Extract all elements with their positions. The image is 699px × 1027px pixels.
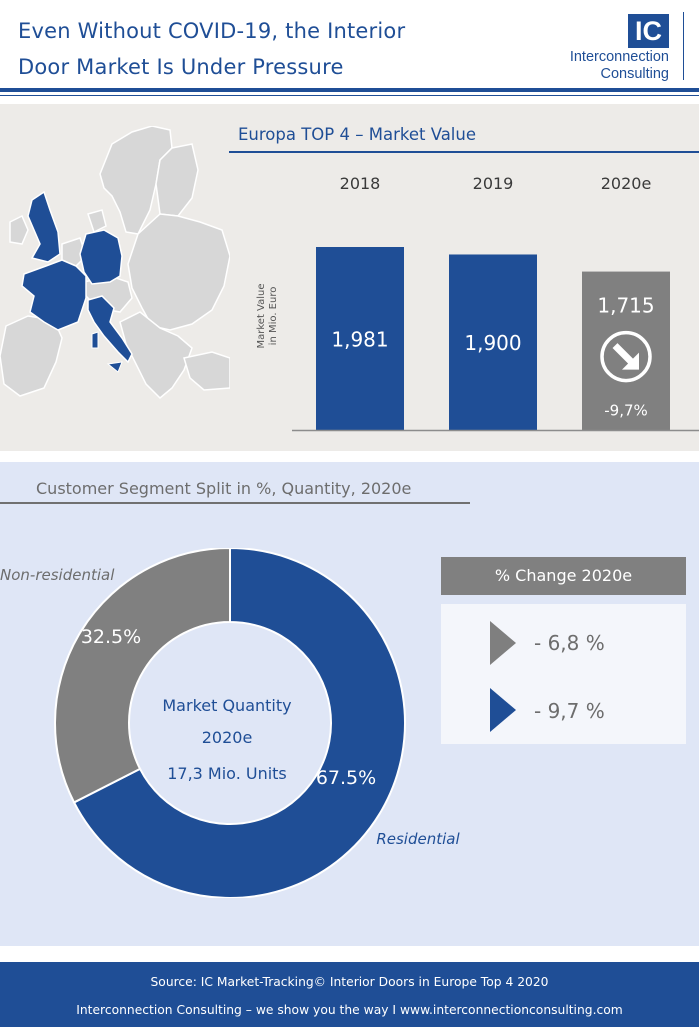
slice-non-residential [54,548,231,804]
europe-map-icon [0,126,230,400]
x-tick-label: 2020e [601,174,652,193]
map-italy [87,295,133,364]
change-value-non-residential: - 6,8 % [534,631,605,655]
footer-source: Source: IC Market-Tracking© Interior Doo… [150,975,549,989]
market-value-section: Europa TOP 4 – Market Value Market Value… [0,104,699,451]
slice-category-label: Residential [376,830,460,848]
donut-center-text: 2020e [202,728,253,747]
footer: Source: IC Market-Tracking© Interior Doo… [0,962,699,1027]
page-title-line-1: Even Without COVID-19, the Interior [18,19,406,43]
y-axis-label: Market Value [256,283,267,348]
logo-mark: IC [628,14,669,48]
map-ireland [9,214,29,245]
arrow-icon-ring [600,330,652,383]
market-value-title-rule [229,151,699,153]
map-turkey [183,351,230,391]
logo-name-line-2: Consulting [600,66,669,82]
segment-split-donut-chart: 67.5% 32.5% Residential Non-residential Mark… [0,548,460,898]
donut-center-text: 17,3 Mio. Units [167,764,287,783]
market-value-bar-chart: Market Value in Mio. Euro 2018 1,981 2019 1,9… [256,174,699,432]
slice-category-label: Non-residential [0,566,115,584]
donut-center-text: Market Quantity [162,696,291,715]
page-title-line-2: Door Market Is Under Pressure [18,55,344,79]
header-rule [0,88,699,92]
segment-split-title-rule [0,502,470,504]
map-eastern-europe [127,213,230,331]
x-tick-label: 2018 [340,174,381,193]
arrow-icon-shaft [612,343,635,366]
segment-split-section: Customer Segment Split in %, Quantity, 2… [0,462,699,946]
bar-annotation-label: -9,7% [604,402,648,420]
bar-2019 [449,254,537,430]
bar-2020e [582,271,670,430]
header-rule-thin [0,95,699,96]
map-uk [27,190,61,263]
right-triangle-icon [490,621,516,665]
bar-value-label: 1,981 [331,328,388,352]
map-sardinia [91,331,99,349]
x-tick-label: 2019 [473,174,514,193]
map-iberia [0,315,63,397]
market-value-chart-title: Europa TOP 4 – Market Value [238,125,477,144]
map-sicily [106,361,123,373]
bar-layer: Market Value in Mio. Euro 2018 1,981 2019 1,9… [256,174,699,432]
arrow-icon-head [622,352,639,370]
map-denmark [87,209,107,234]
segment-split-chart-title: Customer Segment Split in %, Quantity, 2… [36,479,412,498]
footer-tagline: Interconnection Consulting – we show you… [76,1003,623,1017]
logo-name-line-1: Interconnection [569,49,669,65]
slice-value-label: 32.5% [81,626,141,648]
donut-layer: 67.5% 32.5% Residential Non-residential Mark… [0,548,460,898]
bar-2018 [316,247,404,430]
slice-residential [72,548,406,898]
logo-divider [683,12,684,80]
y-axis-label-unit: in Mio. Euro [268,287,279,346]
bar-value-label: 1,900 [464,331,521,355]
change-value-residential: - 9,7 % [534,699,605,723]
header: Even Without COVID-19, the Interior Door… [0,0,699,96]
slice-value-label: 67.5% [316,767,376,789]
change-panel: - 6,8 % - 9,7 % [441,604,686,744]
right-triangle-icon [490,688,516,732]
bar-value-label: 1,715 [597,294,654,318]
map-germany [79,229,123,285]
down-right-arrow-icon [600,330,652,383]
map-balkans [119,311,193,400]
map-france [21,259,87,331]
change-panel-header: % Change 2020e [441,557,686,595]
